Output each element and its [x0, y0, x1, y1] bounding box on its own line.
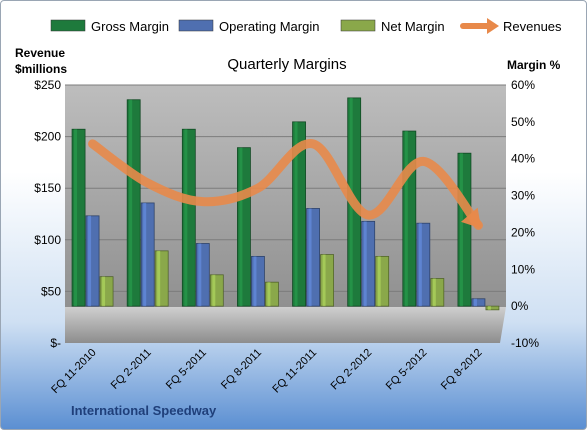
bar-gross-margin: [457, 152, 472, 307]
legend-item-net-margin-label: Net Margin: [381, 19, 445, 34]
left-axis-tick-label: $150: [34, 181, 61, 195]
bar-highlight: [377, 256, 381, 307]
legend-item-net-margin-swatch: [340, 19, 376, 32]
bar-highlight: [102, 276, 106, 307]
bar-highlight: [294, 121, 298, 307]
bar-net-margin: [375, 255, 390, 307]
bar-highlight: [74, 129, 78, 307]
category-tick-label: FQ 8-2012: [439, 347, 485, 393]
bar-operating-margin: [85, 215, 100, 307]
bar-net-margin: [154, 250, 169, 307]
left-axis-tick-label: $-: [50, 336, 61, 350]
bar-gross-margin: [126, 99, 141, 307]
bar-operating-margin: [306, 208, 320, 307]
plot-floor: [65, 307, 506, 343]
bar-net-margin: [265, 281, 279, 307]
bar-highlight: [143, 202, 147, 307]
legend-item-revenues-label: Revenues: [503, 19, 562, 34]
revenues-line: [88, 139, 483, 230]
bar-highlight: [459, 153, 463, 307]
bar-net-margin: [485, 305, 500, 311]
right-axis-tick-label: 50%: [511, 115, 535, 129]
right-axis-tick-label: -10%: [511, 336, 539, 350]
bar-highlight: [308, 208, 312, 307]
left-axis-title-line1: Revenue: [15, 46, 65, 60]
bar-highlight: [487, 306, 491, 310]
legend-item-gross-margin-label: Gross Margin: [91, 19, 169, 34]
revenues-arrowhead: [460, 207, 482, 229]
bar-highlight: [129, 99, 133, 307]
right-axis-tick-label: 60%: [511, 78, 535, 92]
bar-net-margin: [99, 276, 114, 307]
bar-operating-margin: [251, 255, 265, 307]
bar-highlight: [363, 221, 367, 307]
left-axis-tick-label: $200: [34, 130, 61, 144]
right-axis-tick-label: 20%: [511, 225, 535, 239]
bar-highlight: [267, 282, 271, 307]
bar-operating-margin: [140, 202, 155, 307]
footer-company: International Speedway: [71, 403, 217, 418]
category-tick-label: FQ 2-2012: [329, 347, 375, 393]
left-axis-tick-label: $50: [41, 284, 61, 298]
chart-title: Quarterly Margins: [227, 56, 346, 73]
category-tick-label: FQ 2-2011: [109, 347, 154, 392]
category-tick-label: FQ 5-2012: [384, 347, 430, 393]
right-axis-tick-label: 10%: [511, 262, 535, 276]
bar-highlight: [253, 256, 257, 307]
bar-highlight: [212, 274, 216, 307]
right-axis-tick-label: 40%: [511, 152, 535, 166]
bar-gross-margin: [71, 128, 86, 307]
bar-net-margin: [209, 274, 224, 307]
legend-item-operating-margin-label: Operating Margin: [219, 19, 319, 34]
bar-highlight: [157, 250, 161, 307]
right-axis-tick-label: 0%: [511, 299, 529, 313]
bar-highlight: [473, 298, 477, 307]
bar-highlight: [198, 243, 202, 307]
bar-operating-margin: [471, 298, 486, 307]
bar-operating-margin: [195, 243, 210, 307]
category-tick-label: FQ 11-2010: [49, 347, 98, 396]
bar-highlight: [88, 215, 92, 307]
legend-item-operating-margin-swatch: [178, 19, 214, 32]
bar-gross-margin: [237, 147, 251, 307]
left-axis-title-line2: $millions: [15, 62, 67, 76]
right-axis-title: Margin %: [507, 58, 561, 72]
bar-gross-margin: [181, 128, 196, 307]
bar-highlight: [184, 129, 188, 307]
bar-gross-margin: [402, 130, 417, 307]
bar-net-margin: [320, 254, 334, 307]
bar-net-margin: [430, 278, 445, 307]
category-tick-label: FQ 8-2011: [219, 347, 264, 392]
right-axis-tick-label: 30%: [511, 189, 535, 203]
category-tick-label: FQ 11-2011: [270, 347, 319, 396]
legend-item-revenues-arrowhead: [487, 18, 499, 34]
left-axis-tick-label: $250: [34, 78, 61, 92]
bar-highlight: [322, 254, 326, 307]
bar-highlight: [418, 223, 422, 307]
bar-highlight: [404, 131, 408, 307]
bar-highlight: [432, 278, 436, 307]
left-axis-tick-label: $100: [34, 233, 61, 247]
bar-highlight: [239, 147, 243, 307]
bar-operating-margin: [361, 220, 376, 307]
bar-operating-margin: [416, 222, 431, 307]
legend-item-gross-margin-swatch: [50, 19, 86, 32]
category-tick-label: FQ 5-2011: [164, 347, 209, 392]
